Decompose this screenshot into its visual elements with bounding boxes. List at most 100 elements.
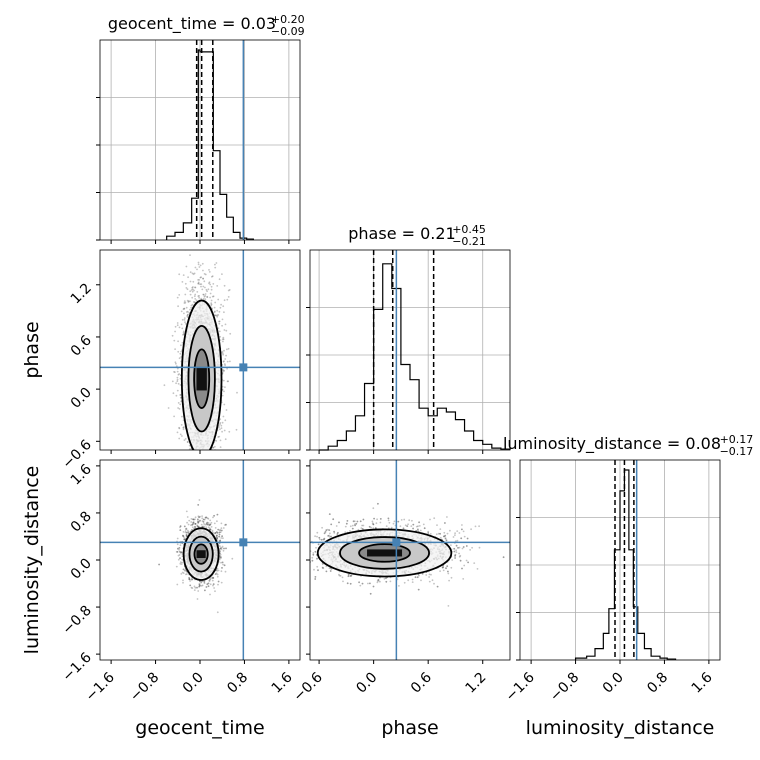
scatter-point	[208, 269, 210, 271]
scatter-point	[175, 394, 178, 397]
scatter-point	[214, 310, 216, 313]
scatter-point	[182, 331, 185, 334]
scatter-point	[218, 533, 221, 536]
scatter-point	[186, 521, 189, 524]
scatter-point	[188, 578, 191, 580]
scatter-point	[186, 316, 189, 318]
contour-line	[180, 299, 223, 450]
scatter-point	[182, 333, 185, 336]
scatter-point	[188, 444, 191, 447]
scatter-point	[210, 452, 212, 454]
scatter-point	[220, 546, 223, 549]
scatter-point	[182, 534, 184, 537]
scatter-point	[209, 528, 211, 531]
scatter-point	[222, 549, 225, 552]
x-tick-label: −0.8	[547, 670, 582, 705]
scatter-point	[183, 536, 185, 539]
scatter-point	[218, 540, 221, 542]
scatter-point	[209, 528, 212, 531]
scatter-point	[215, 440, 218, 442]
scatter-point	[184, 321, 186, 324]
scatter-point	[200, 276, 203, 279]
scatter-point	[181, 281, 184, 283]
scatter-point	[183, 312, 185, 315]
scatter-point	[208, 271, 211, 273]
scatter-point	[191, 455, 193, 457]
scatter-point	[214, 263, 216, 266]
scatter-point	[182, 428, 185, 431]
scatter-point	[212, 584, 214, 587]
scatter-point	[215, 262, 218, 264]
scatter-point	[221, 535, 224, 538]
scatter-point	[184, 531, 187, 534]
scatter-point	[191, 529, 193, 531]
scatter-point	[220, 427, 223, 429]
scatter-point	[221, 421, 224, 424]
scatter-point	[176, 380, 179, 383]
scatter-point	[212, 583, 215, 585]
scatter-point	[179, 529, 182, 531]
scatter-point	[205, 586, 208, 588]
scatter-point	[193, 295, 196, 298]
scatter-point	[198, 499, 201, 501]
scatter-point	[225, 547, 227, 550]
scatter-point	[197, 281, 200, 284]
scatter-point	[216, 537, 219, 539]
scatter-point	[205, 516, 208, 519]
scatter-point	[190, 521, 193, 523]
scatter-point	[204, 295, 207, 297]
scatter-point	[217, 569, 220, 572]
scatter-point	[192, 521, 195, 524]
scatter-point	[219, 529, 222, 531]
scatter-point	[179, 403, 182, 406]
scatter-point	[224, 570, 227, 573]
scatter-point	[236, 391, 238, 394]
scatter-point	[215, 535, 218, 537]
scatter-point	[206, 517, 209, 519]
scatter-point	[216, 513, 219, 516]
scatter-point	[216, 513, 219, 516]
scatter-point	[221, 561, 224, 564]
scatter-point	[217, 298, 220, 301]
scatter-point	[185, 534, 188, 536]
scatter-point	[218, 425, 220, 427]
scatter-point	[197, 263, 200, 266]
scatter-point	[221, 394, 224, 397]
scatter-point	[217, 583, 219, 586]
scatter-point	[188, 448, 191, 450]
scatter-point	[185, 510, 188, 513]
scatter-point	[223, 564, 226, 567]
scatter-point	[207, 523, 210, 526]
scatter-point	[193, 585, 196, 588]
scatter-point	[202, 518, 205, 521]
scatter-point	[180, 400, 183, 403]
scatter-point	[185, 265, 188, 268]
scatter-point	[208, 282, 210, 285]
scatter-point	[224, 364, 227, 367]
scatter-point	[219, 423, 221, 425]
scatter-point	[201, 288, 204, 291]
scatter-point	[205, 288, 208, 291]
scatter-point	[172, 392, 175, 395]
scatter-point	[202, 277, 205, 280]
scatter-point	[202, 521, 205, 523]
scatter-point	[223, 284, 226, 287]
scatter-point	[227, 296, 230, 298]
scatter-point	[193, 518, 195, 521]
scatter-point	[203, 518, 206, 521]
scatter-point	[215, 535, 218, 537]
scatter-point	[174, 325, 177, 328]
scatter-point	[197, 590, 200, 592]
scatter-point	[180, 551, 183, 554]
scatter-point	[216, 570, 219, 572]
scatter-point	[207, 582, 210, 585]
scatter-point	[192, 280, 195, 283]
scatter-point	[198, 452, 200, 454]
scatter-point	[191, 272, 194, 275]
scatter-point	[214, 532, 217, 534]
scatter-point	[205, 526, 208, 528]
scatter-point	[191, 453, 193, 455]
scatter-point	[191, 290, 194, 293]
scatter-point	[217, 528, 220, 531]
scatter-point	[219, 418, 222, 421]
